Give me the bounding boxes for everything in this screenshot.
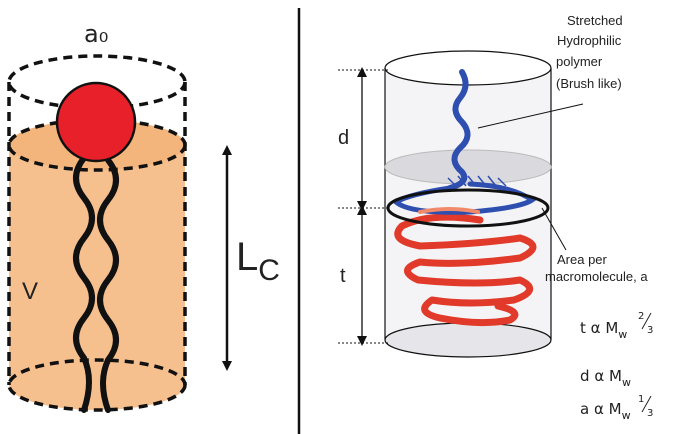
scaling-relation-a: a α Mw 1 3 (580, 394, 653, 422)
tail-volume-region (9, 120, 185, 410)
lipid-tail-left (73, 155, 95, 413)
head-area-label: a₀ (84, 20, 108, 48)
svg-text:d α Mw: d α Mw (580, 367, 631, 389)
lipid-head-group (55, 81, 137, 163)
svg-text:2: 2 (638, 311, 644, 322)
scaling-relation-t: t α Mw 2 3 (580, 311, 653, 341)
volume-label: V (22, 278, 38, 305)
svg-text:a α Mw: a α Mw (580, 400, 631, 422)
polymer-cylinder-bottom (384, 322, 552, 358)
lipid-tail-right (97, 157, 119, 413)
cylinder-bottom-rim (7, 358, 187, 412)
polymer-cylinder-panel: d t Stretched Hydrophilic polymer (Brush… (338, 13, 653, 422)
svg-text:t α Mw: t α Mw (580, 319, 627, 341)
brush-annotation: Stretched Hydrophilic polymer (Brush lik… (556, 13, 626, 91)
scaling-relation-d: d α Mw (580, 367, 631, 389)
area-annotation: Area per macromolecule, a (545, 252, 648, 284)
brush-height-label: d (338, 127, 349, 149)
chain-length-label: LC (236, 235, 280, 287)
core-chain-crossing (418, 207, 480, 214)
svg-text:3: 3 (647, 325, 653, 336)
svg-text:3: 3 (647, 408, 653, 419)
brush-hatch (447, 175, 507, 187)
interface-disc (384, 149, 552, 185)
svg-text:1: 1 (638, 394, 644, 405)
core-polymer-coil (394, 213, 537, 327)
brush-polymer-chain (447, 69, 471, 191)
core-thickness-label: t (340, 265, 346, 287)
area-annotation-leader (541, 207, 567, 251)
brush-annotation-leader (477, 103, 584, 129)
lipid-cylinder-panel: a₀ V LC (7, 20, 280, 413)
